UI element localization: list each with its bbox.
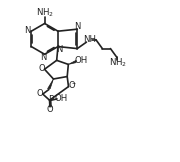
Text: N: N: [75, 22, 81, 31]
Polygon shape: [68, 60, 76, 64]
Text: O: O: [37, 89, 43, 98]
Text: NH: NH: [83, 35, 96, 44]
Text: NH$_2$: NH$_2$: [109, 56, 127, 69]
Polygon shape: [48, 79, 53, 89]
Text: OH: OH: [74, 57, 87, 65]
Text: O: O: [39, 64, 46, 73]
Text: N: N: [40, 53, 46, 62]
Text: P: P: [48, 95, 53, 104]
Text: N: N: [56, 45, 63, 53]
Text: $^{-}$: $^{-}$: [71, 81, 76, 87]
Text: NH$_2$: NH$_2$: [36, 6, 55, 19]
Text: N: N: [24, 26, 31, 35]
Text: O: O: [47, 105, 53, 114]
Text: OH: OH: [54, 94, 68, 103]
Text: O: O: [69, 81, 75, 90]
